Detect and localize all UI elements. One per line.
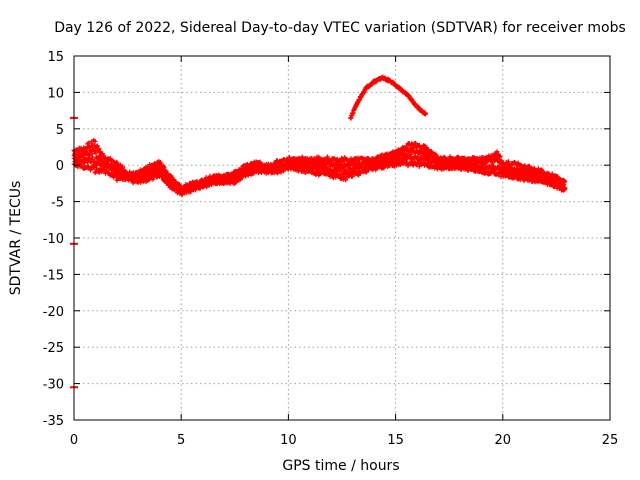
band-point (107, 155, 113, 161)
band-point (93, 150, 99, 156)
y-tick-label: 5 (56, 123, 64, 138)
band-point (114, 159, 120, 165)
y-tick-label: -20 (43, 305, 64, 320)
band-point (561, 182, 567, 187)
y-tick-label: 0 (56, 159, 64, 174)
band-point (433, 152, 439, 158)
band-point (86, 140, 92, 146)
series-layer (70, 74, 568, 389)
x-tick-label: 25 (602, 433, 619, 448)
series-band (71, 138, 568, 198)
chart-title: Day 126 of 2022, Sidereal Day-to-day VTE… (54, 20, 626, 36)
axis-layer: 0 5 10 15 20 25 -35 -30 -25 -20 -15 -10 -5 0 5 10 15 (43, 50, 619, 448)
band-point (94, 143, 100, 149)
band-point (562, 185, 568, 191)
band-point (505, 159, 511, 164)
band-point (89, 151, 95, 157)
band-point (562, 178, 568, 184)
band-point (490, 160, 496, 166)
band-point (92, 139, 98, 144)
series-arc (348, 74, 429, 121)
y-tick-label: -35 (43, 414, 64, 429)
band-point (204, 184, 210, 190)
band-point (341, 174, 347, 179)
band-point (406, 154, 412, 160)
y-axis-label: SDTVAR / TECUs (8, 181, 24, 296)
arc-point (423, 111, 429, 117)
y-tick-label: 10 (47, 86, 64, 101)
band-point (90, 156, 96, 162)
x-axis-label: GPS time / hours (282, 458, 399, 474)
band-point (114, 177, 120, 183)
band-point (92, 159, 98, 165)
x-tick-label: 20 (495, 433, 512, 448)
y-tick-label: -25 (43, 341, 64, 356)
y-tick-label: -10 (43, 232, 64, 247)
x-tick-label: 15 (387, 433, 404, 448)
band-point (161, 164, 167, 170)
band-point (389, 160, 395, 166)
band-point (163, 168, 169, 174)
band-point (86, 153, 92, 158)
x-tick-label: 5 (177, 433, 185, 448)
y-tick-label: -15 (43, 268, 64, 283)
band-point (96, 146, 102, 152)
band-point (325, 154, 330, 160)
y-tick-label: -5 (51, 196, 64, 211)
x-tick-label: 10 (280, 433, 297, 448)
band-point (494, 149, 500, 155)
y-tick-label: 15 (47, 50, 64, 65)
y-tick-label: -30 (43, 378, 64, 393)
band-point (328, 164, 333, 169)
x-tick-label: 0 (70, 433, 78, 448)
band-point (408, 150, 414, 156)
band-point (497, 153, 503, 159)
